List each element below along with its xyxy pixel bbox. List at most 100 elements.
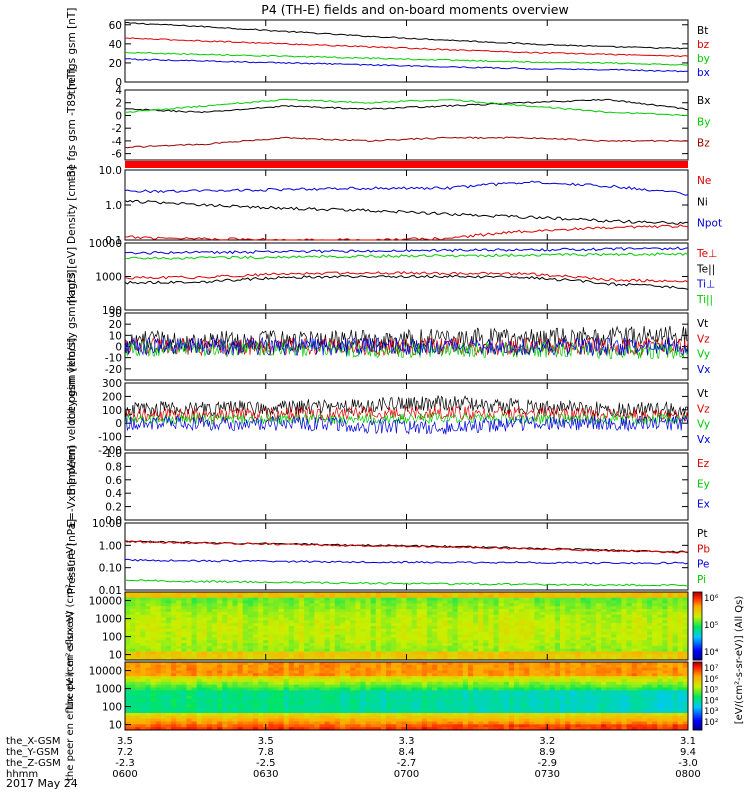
spectrogram-cell (626, 600, 633, 604)
spectrogram-cell (222, 679, 228, 683)
spectrogram-cell (447, 597, 453, 601)
spectrogram-cell (575, 631, 581, 635)
spectrogram-cell (498, 645, 505, 650)
spectrogram-cell (140, 617, 146, 621)
spectrogram-cell (508, 657, 515, 661)
spectrogram-cell (682, 620, 689, 624)
spectrogram-cell (375, 603, 382, 607)
spectrogram-cell (309, 640, 315, 644)
spectrogram-cell (421, 645, 428, 650)
spectrogram-cell (365, 614, 372, 618)
spectrogram-cell (493, 645, 500, 650)
spectrogram-cell (626, 631, 633, 635)
spectrogram-cell (293, 648, 300, 652)
spectrogram-cell (314, 710, 320, 714)
spectrogram-cell (212, 617, 218, 621)
spectrogram-cell (585, 592, 592, 596)
spectrogram-cell (493, 721, 500, 725)
y-tick-label: 10 (109, 330, 122, 342)
spectrogram-cell (386, 679, 392, 683)
spectrogram-cell (442, 643, 448, 647)
spectrogram-cell (508, 606, 515, 610)
spectrogram-cell (473, 727, 479, 731)
spectrogram-cell (513, 687, 520, 691)
spectrogram-cell (268, 662, 274, 666)
spectrogram-cell (258, 606, 264, 610)
spectrogram-cell (570, 645, 576, 650)
spectrogram-cell (232, 718, 238, 722)
spectrogram-cell (508, 681, 515, 686)
spectrogram-cell (416, 679, 423, 683)
spectrogram-cell (355, 727, 361, 731)
spectrogram-cell (657, 640, 663, 644)
spectrogram-cell (268, 696, 274, 700)
spectrogram-cell (478, 631, 484, 635)
spectrogram-cell (370, 670, 377, 674)
spectrogram-cell (483, 718, 489, 722)
spectrogram-cell (401, 707, 407, 711)
spectrogram-cell (288, 631, 295, 635)
spectrogram-cell (130, 592, 136, 596)
spectrogram-cell (611, 614, 617, 618)
spectrogram-cell (299, 704, 305, 708)
spectrogram-cell (396, 617, 402, 621)
spectrogram-cell (283, 684, 290, 688)
spectrogram-cell (171, 690, 177, 694)
spectrogram-cell (283, 727, 290, 731)
spectrogram-cell (217, 640, 223, 644)
spectrogram-cell (206, 603, 213, 607)
spectrogram-cell (493, 592, 500, 596)
y-tick-label: 40 (109, 39, 122, 51)
spectrogram-cell (339, 673, 346, 677)
spectrogram-cell (135, 724, 141, 728)
spectrogram-cell (406, 626, 413, 630)
spectrogram-cell (560, 614, 566, 618)
spectrogram-cell (268, 628, 274, 633)
spectrogram-cell (488, 597, 494, 601)
spectrogram-cell (483, 684, 489, 688)
spectrogram-cell (498, 592, 505, 596)
spectrogram-cell (447, 617, 453, 621)
spectrogram-cell (273, 603, 279, 607)
spectrogram-cell (677, 600, 684, 604)
spectrogram-cell (299, 710, 305, 714)
spectrogram-cell (437, 640, 443, 644)
y-tick-label: 10.00 (92, 518, 122, 530)
spectrogram-cell (611, 643, 617, 647)
spectrogram-cell (345, 645, 351, 650)
spectrogram-cell (652, 597, 658, 601)
spectrogram-cell (252, 606, 259, 610)
spectrogram-cell (165, 715, 172, 720)
spectrogram-cell (386, 606, 392, 610)
spectrogram-cell (560, 651, 566, 655)
spectrogram-cell (380, 637, 387, 641)
spectrogram-cell (575, 623, 581, 627)
spectrogram-cell (396, 713, 402, 717)
spectrogram-cell (304, 609, 310, 613)
spectrogram-cell (437, 643, 443, 647)
spectrogram-cell (375, 667, 382, 671)
spectrogram-cell (304, 698, 310, 703)
spectrogram-cell (319, 645, 326, 650)
spectrogram-cell (350, 606, 356, 610)
spectrogram-cell (339, 645, 346, 650)
spectrogram-cell (350, 673, 356, 677)
spectrogram-cell (401, 594, 407, 599)
spectrogram-cell (539, 594, 546, 599)
spectrogram-cell (299, 664, 305, 669)
spectrogram-cell (452, 654, 459, 658)
spectrogram-cell (406, 727, 413, 731)
spectrogram-cell (181, 687, 187, 691)
spectrogram-cell (636, 600, 643, 604)
spectrogram-cell (375, 645, 382, 650)
spectrogram-cell (570, 606, 576, 610)
spectrogram-cell (181, 611, 187, 616)
spectrogram-cell (176, 679, 182, 683)
spectrogram-cell (345, 696, 351, 700)
spectrogram-cell (513, 676, 520, 680)
spectrogram-cell (263, 626, 269, 630)
spectrogram-cell (544, 594, 551, 599)
spectrogram-cell (575, 614, 581, 618)
spectrogram-cell (273, 597, 279, 601)
spectrogram-cell (237, 696, 244, 700)
